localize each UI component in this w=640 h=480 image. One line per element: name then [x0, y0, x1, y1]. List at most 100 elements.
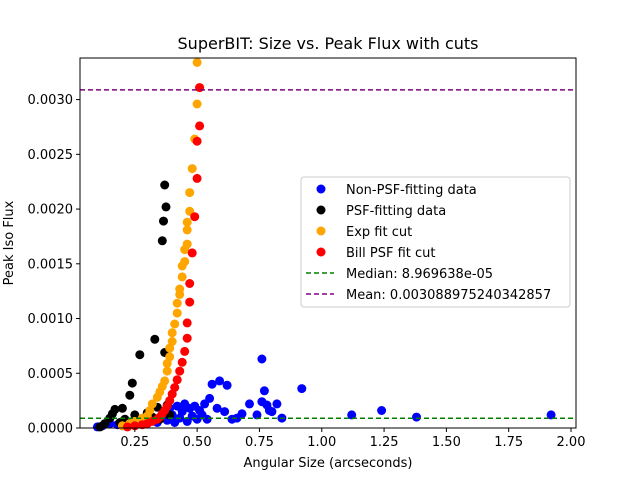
- point-series-0-35: [222, 380, 232, 390]
- legend-label-median: Median: 8.969638e-05: [346, 267, 493, 282]
- point-series-1-9: [127, 378, 137, 388]
- point-series-3-21: [187, 248, 197, 258]
- point-series-0-51: [377, 406, 387, 415]
- point-series-0-43: [259, 386, 269, 396]
- y-tick-label: 0.0000: [28, 422, 74, 437]
- y-axis: 0.0000 0.0005 0.0010 0.0015 0.0020 0.0025 0.00…: [28, 93, 80, 437]
- legend-marker-bill-cut: [316, 247, 326, 257]
- x-tick-label: 1.75: [494, 435, 523, 450]
- point-series-1-10: [130, 410, 140, 420]
- x-tick-label: 2.00: [557, 435, 586, 450]
- point-series-2-24: [180, 257, 190, 267]
- point-series-0-52: [412, 412, 421, 422]
- point-series-3-26: [195, 83, 205, 93]
- point-series-1-18: [157, 236, 167, 246]
- point-series-3-20: [185, 279, 195, 288]
- y-tick-label: 0.0005: [28, 367, 74, 382]
- point-series-1-19: [159, 216, 168, 226]
- point-series-3-23: [192, 173, 202, 183]
- point-series-0-53: [546, 410, 556, 420]
- point-series-0-29: [202, 414, 212, 424]
- point-series-3-12: [170, 383, 180, 392]
- point-series-1-4: [110, 404, 120, 414]
- point-series-1-8: [125, 390, 135, 400]
- point-series-2-28: [182, 217, 192, 227]
- legend-marker-exp-cut: [316, 226, 326, 236]
- point-series-3-22: [190, 212, 200, 222]
- point-series-0-38: [237, 409, 247, 419]
- point-series-3-17: [182, 333, 192, 343]
- legend-label-mean: Mean: 0.003088975240342857: [346, 288, 551, 303]
- legend-label-exp-cut: Exp fit cut: [346, 225, 412, 240]
- point-series-1-21: [161, 202, 171, 212]
- point-series-2-27: [182, 225, 192, 235]
- legend-marker-non-psf: [316, 184, 326, 194]
- point-series-2-19: [172, 298, 182, 308]
- x-axis-label: Angular Size (arcseconds): [244, 456, 413, 471]
- point-series-0-32: [212, 403, 222, 413]
- legend-label-bill-cut: Bill PSF fit cut: [346, 246, 436, 261]
- point-series-0-39: [245, 399, 254, 409]
- y-tick-label: 0.0025: [28, 148, 74, 163]
- point-series-3-16: [180, 346, 190, 356]
- x-tick-label: 1.00: [307, 435, 336, 450]
- y-tick-label: 0.0015: [28, 257, 74, 272]
- point-series-2-30: [185, 188, 195, 198]
- point-series-0-31: [207, 379, 217, 389]
- point-series-0-49: [297, 384, 307, 394]
- legend-label-non-psf: Non-PSF-fitting data: [346, 183, 477, 198]
- point-series-2-10: [160, 376, 170, 386]
- point-series-0-19: [177, 407, 187, 417]
- point-series-2-22: [177, 272, 187, 282]
- point-series-3-15: [177, 357, 187, 367]
- point-series-0-33: [215, 376, 225, 386]
- point-series-3-25: [195, 121, 205, 131]
- point-series-3-18: [182, 318, 192, 328]
- point-series-2-33: [192, 99, 202, 109]
- y-axis-label: Peak Iso Flux: [2, 200, 17, 285]
- point-series-0-50: [347, 410, 357, 420]
- point-series-2-21: [175, 284, 185, 294]
- x-tick-label: 1.50: [432, 435, 461, 450]
- point-series-3-14: [175, 366, 185, 376]
- point-series-0-30: [205, 393, 215, 403]
- point-series-2-16: [167, 328, 177, 338]
- point-series-0-41: [257, 354, 267, 364]
- y-tick-label: 0.0030: [28, 93, 74, 108]
- point-series-2-11: [162, 366, 172, 376]
- point-series-2-26: [182, 239, 192, 249]
- point-series-3-19: [185, 297, 195, 307]
- legend: Non-PSF-fitting data PSF-fitting data Ex…: [300, 176, 571, 308]
- point-series-1-6: [117, 403, 127, 413]
- x-tick-label: 0.50: [183, 435, 212, 450]
- chart-title: SuperBIT: Size vs. Peak Flux with cuts: [178, 34, 479, 53]
- point-series-1-15: [150, 334, 160, 344]
- x-tick-label: 0.25: [120, 435, 149, 450]
- point-series-2-17: [170, 319, 180, 329]
- point-series-3-24: [192, 136, 202, 146]
- point-series-3-0: [122, 422, 132, 432]
- point-series-2-15: [167, 337, 177, 346]
- point-series-2-31: [187, 164, 197, 174]
- point-series-0-46: [267, 407, 277, 417]
- legend-label-psf: PSF-fitting data: [346, 204, 446, 219]
- point-series-2-35: [192, 57, 202, 67]
- point-series-0-47: [272, 399, 282, 409]
- point-series-2-13: [165, 352, 175, 362]
- x-tick-label: 1.25: [370, 435, 399, 450]
- point-series-2-18: [172, 308, 182, 318]
- point-series-3-13: [172, 375, 182, 385]
- point-series-0-40: [252, 410, 262, 420]
- axes-frame: [79, 57, 577, 429]
- x-axis: 0.25 0.50 0.75 1.00 1.25 1.50 1.75 2.00: [120, 428, 585, 450]
- point-series-2-6: [147, 399, 157, 409]
- x-tick-label: 0.75: [245, 435, 274, 450]
- point-series-1-11: [135, 350, 145, 360]
- y-tick-label: 0.0010: [28, 312, 74, 327]
- legend-frame: [300, 176, 571, 308]
- point-series-0-34: [220, 407, 230, 417]
- y-tick-label: 0.0020: [28, 203, 74, 218]
- legend-marker-psf: [316, 205, 326, 215]
- point-series-1-20: [160, 180, 170, 190]
